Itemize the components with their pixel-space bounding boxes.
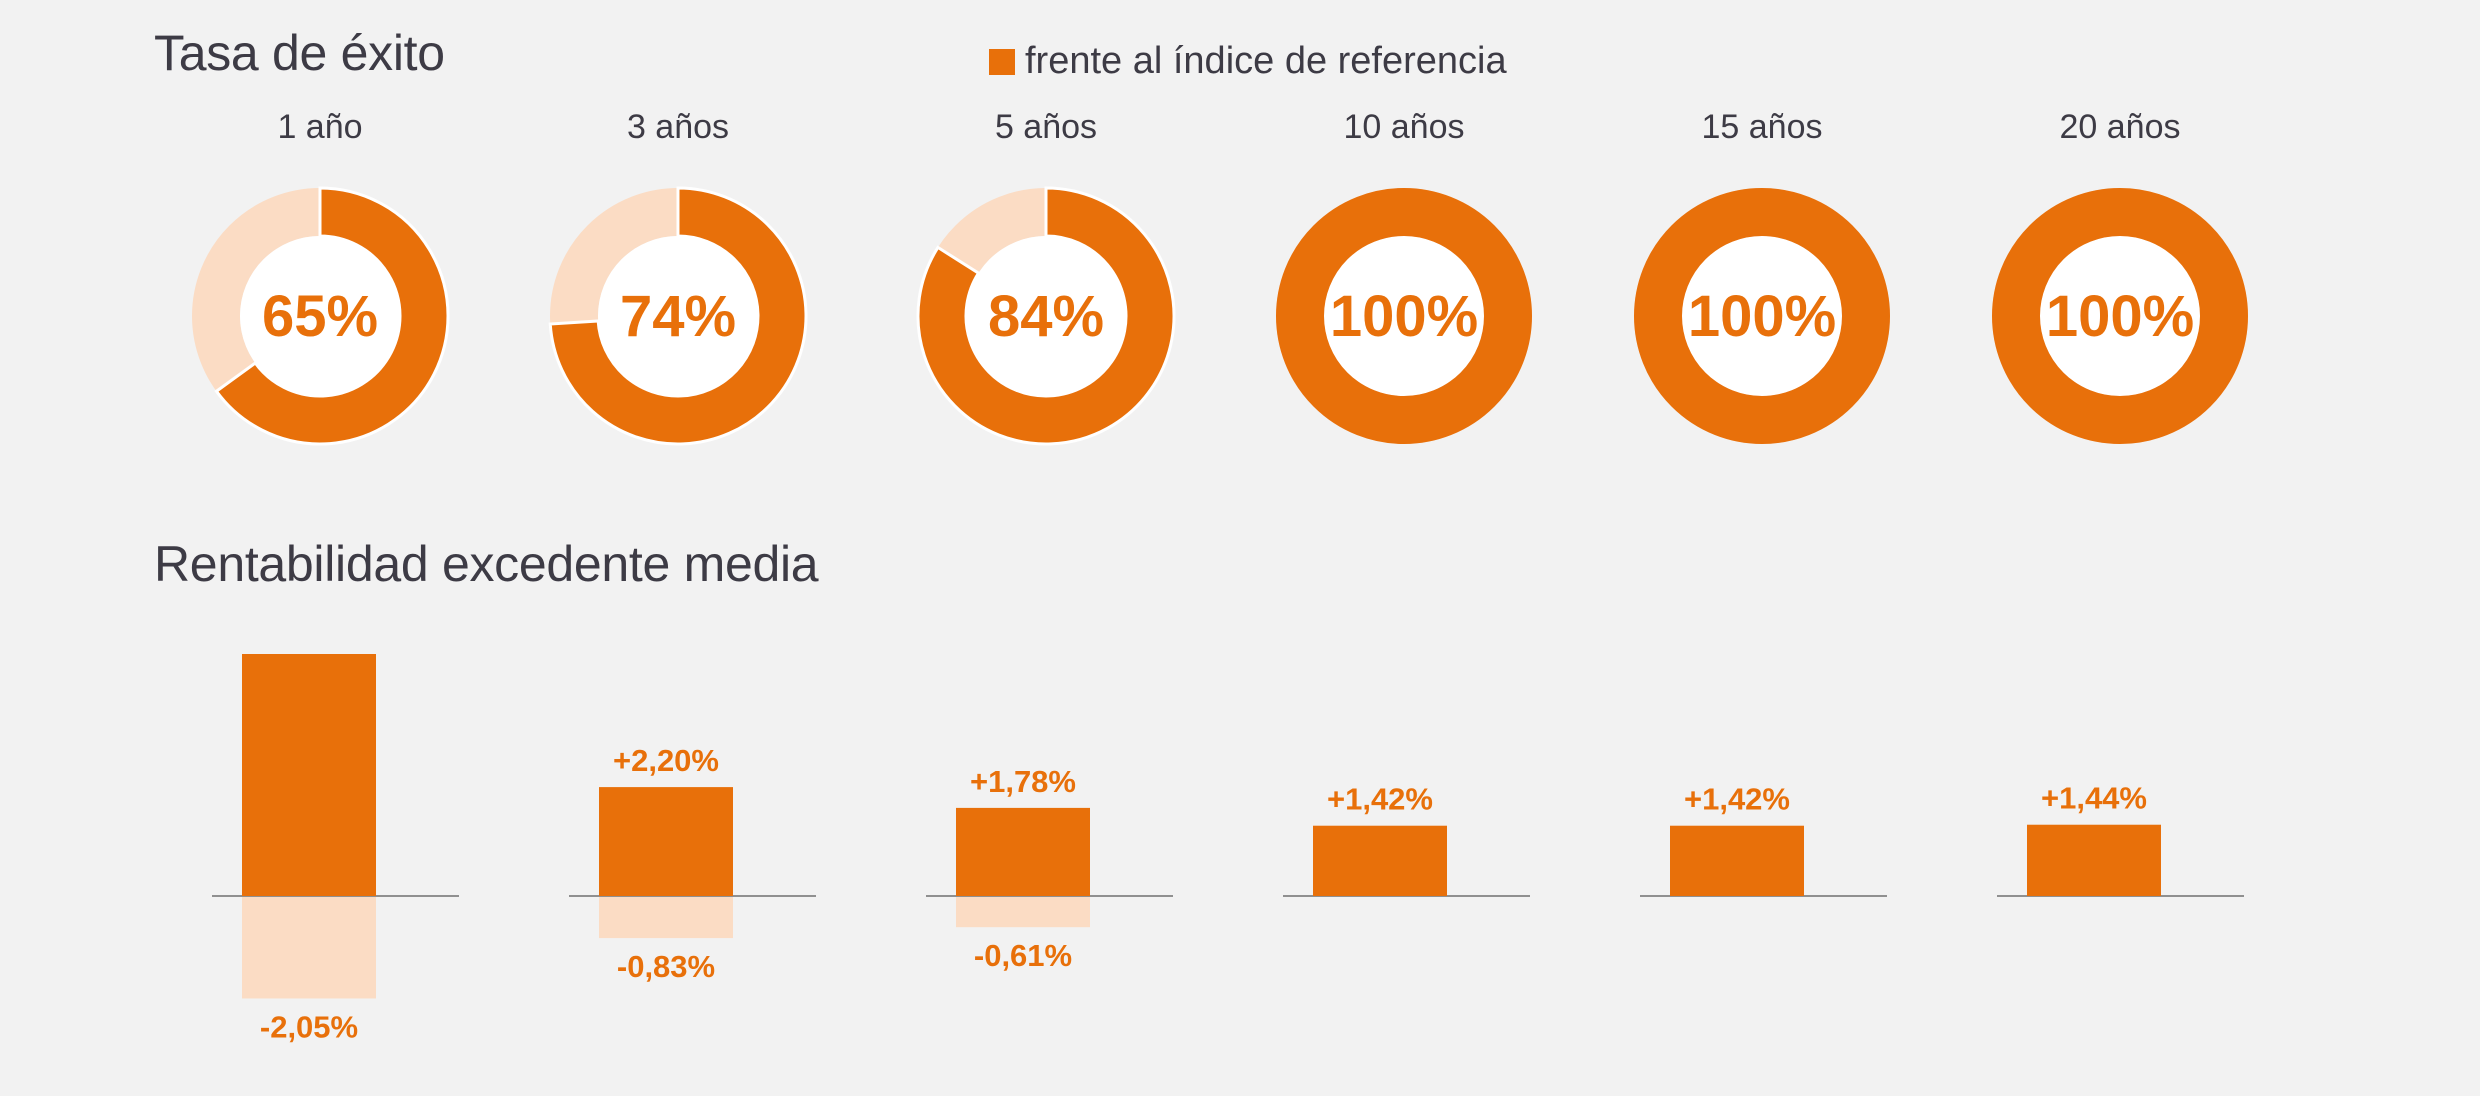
bar-positive — [1313, 825, 1447, 896]
donut-period-label: 1 año — [277, 108, 362, 146]
legend-label: frente al índice de referencia — [1025, 40, 1507, 82]
donut-success-slice — [916, 186, 1176, 446]
donut-success-slice — [548, 186, 808, 446]
legend-swatch — [989, 48, 1015, 75]
bar-positive — [1670, 825, 1804, 896]
bar-positive-label: +1,42% — [1684, 782, 1790, 817]
bar-positive-label: +1,78% — [970, 764, 1076, 799]
bar-negative — [956, 897, 1090, 928]
donut-period-label: 20 años — [2060, 108, 2181, 146]
bar-negative — [599, 897, 733, 939]
bar-positive-label: +1,42% — [1327, 782, 1433, 817]
bar-positive — [599, 787, 733, 896]
bar-negative-label: -0,83% — [617, 949, 715, 984]
donut-success-slice — [1634, 188, 1890, 444]
donut-center — [966, 236, 1126, 396]
donut-center — [1324, 236, 1484, 396]
donut-value-label: 100% — [1330, 284, 1478, 349]
donut-center — [240, 236, 400, 396]
bar-positive — [242, 654, 376, 896]
donut-center — [2040, 236, 2200, 396]
donut-value-label: 65% — [262, 284, 378, 349]
donut-success-slice — [1992, 188, 2248, 444]
bar-positive — [956, 807, 1090, 896]
bar-positive-label: +1,44% — [2041, 781, 2147, 816]
excess-return-title: Rentabilidad excedente media — [154, 536, 819, 592]
donut-period-label: 5 años — [995, 108, 1097, 146]
donut-value-label: 100% — [2046, 284, 2194, 349]
bar-positive — [2027, 824, 2161, 896]
bar-negative-label: -0,61% — [974, 938, 1072, 973]
donut-center — [1682, 236, 1842, 396]
bar-negative-label: -2,05% — [260, 1009, 358, 1044]
success-rate-title: Tasa de éxito — [154, 25, 445, 81]
donut-success-slice — [1276, 188, 1532, 444]
donut-value-label: 74% — [620, 284, 736, 349]
donut-period-label: 3 años — [627, 108, 729, 146]
donut-center — [598, 236, 758, 396]
bar-negative — [242, 897, 376, 999]
legend: frente al índice de referencia — [989, 40, 1507, 83]
donut-period-label: 15 años — [1702, 108, 1823, 146]
bar-positive-label: +2,20% — [613, 743, 719, 778]
donut-period-label: 10 años — [1344, 108, 1465, 146]
donut-success-slice — [214, 186, 450, 446]
donut-value-label: 100% — [1688, 284, 1836, 349]
donut-value-label: 84% — [988, 284, 1104, 349]
